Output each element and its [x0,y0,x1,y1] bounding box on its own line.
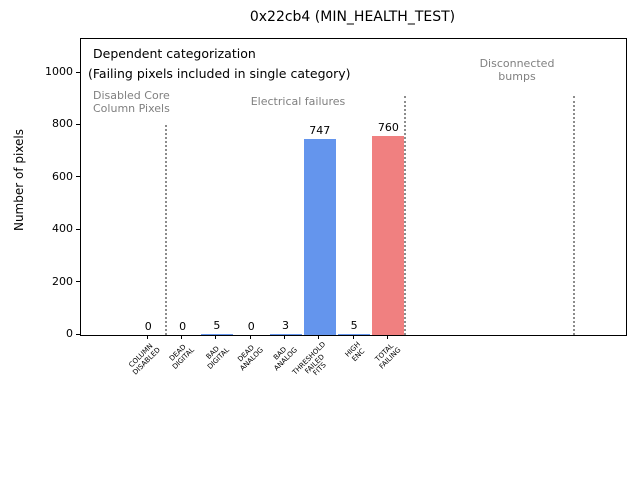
y-axis-label: Number of pixels [12,128,26,232]
bar-value-label: 0 [179,320,187,333]
bar-value-label: 5 [213,318,221,332]
bar-bad-analog [269,334,302,335]
y-tick-label: 800 [52,117,73,131]
annotation-title: Dependent categorization [93,46,256,61]
bar-value-label: 3 [282,319,289,333]
x-tick-mark [284,335,285,339]
y-tick-label: 0 [66,327,73,340]
bar-threshold-failed-fits [303,139,336,335]
bar-value-label: 747 [309,124,331,138]
x-tick-label: DEAD ANALOG [236,343,265,373]
x-tick-mark [146,335,148,339]
x-tick-label: BAD DIGITAL [204,344,231,371]
y-tick-mark [76,71,80,73]
x-tick-mark [215,335,217,339]
annotation-subtitle: (Failing pixels included in single categ… [88,66,351,81]
y-tick-mark [76,281,80,283]
bar-high-enc [338,333,371,335]
section-label: Electrical failures [250,95,346,108]
bar-total-failing [372,135,405,335]
y-tick-label: 600 [52,169,73,183]
bar-bad-digital [200,333,233,335]
x-tick-label: COLUMN DISABLED [127,342,162,377]
y-tick-mark [76,333,80,335]
y-tick-mark [76,228,80,230]
bar-value-label: 760 [377,120,399,134]
x-tick-mark [352,335,354,339]
x-tick-label: THRESHOLD FAILED FITS [291,340,329,378]
x-tick-label: HIGH ENC [343,340,367,363]
x-tick-mark [181,335,183,339]
chart-title: 0x22cb4 (MIN_HEALTH_TEST) [249,9,456,25]
y-tick-label: 400 [52,222,73,236]
section-divider [573,96,575,335]
x-tick-mark [386,335,388,339]
section-label: Disconnected bumps [479,57,555,83]
y-tick-label: 200 [52,274,73,288]
section-divider [164,125,167,335]
bar-value-label: 5 [350,318,358,332]
bar-value-label: 0 [144,320,152,333]
y-tick-label: 1000 [45,65,73,79]
x-tick-mark [249,335,251,339]
x-tick-label: TOTAL FAILING [373,341,402,371]
section-divider [404,96,406,335]
section-label: Disabled Core Column Pixels [93,89,170,115]
x-tick-mark [318,335,320,339]
y-tick-mark [76,176,80,178]
plot-area: Dependent categorization (Failing pixels… [80,38,627,336]
y-tick-mark [76,123,80,125]
x-tick-label: DEAD DIGITAL [168,342,196,371]
bar-value-label: 0 [247,320,255,333]
